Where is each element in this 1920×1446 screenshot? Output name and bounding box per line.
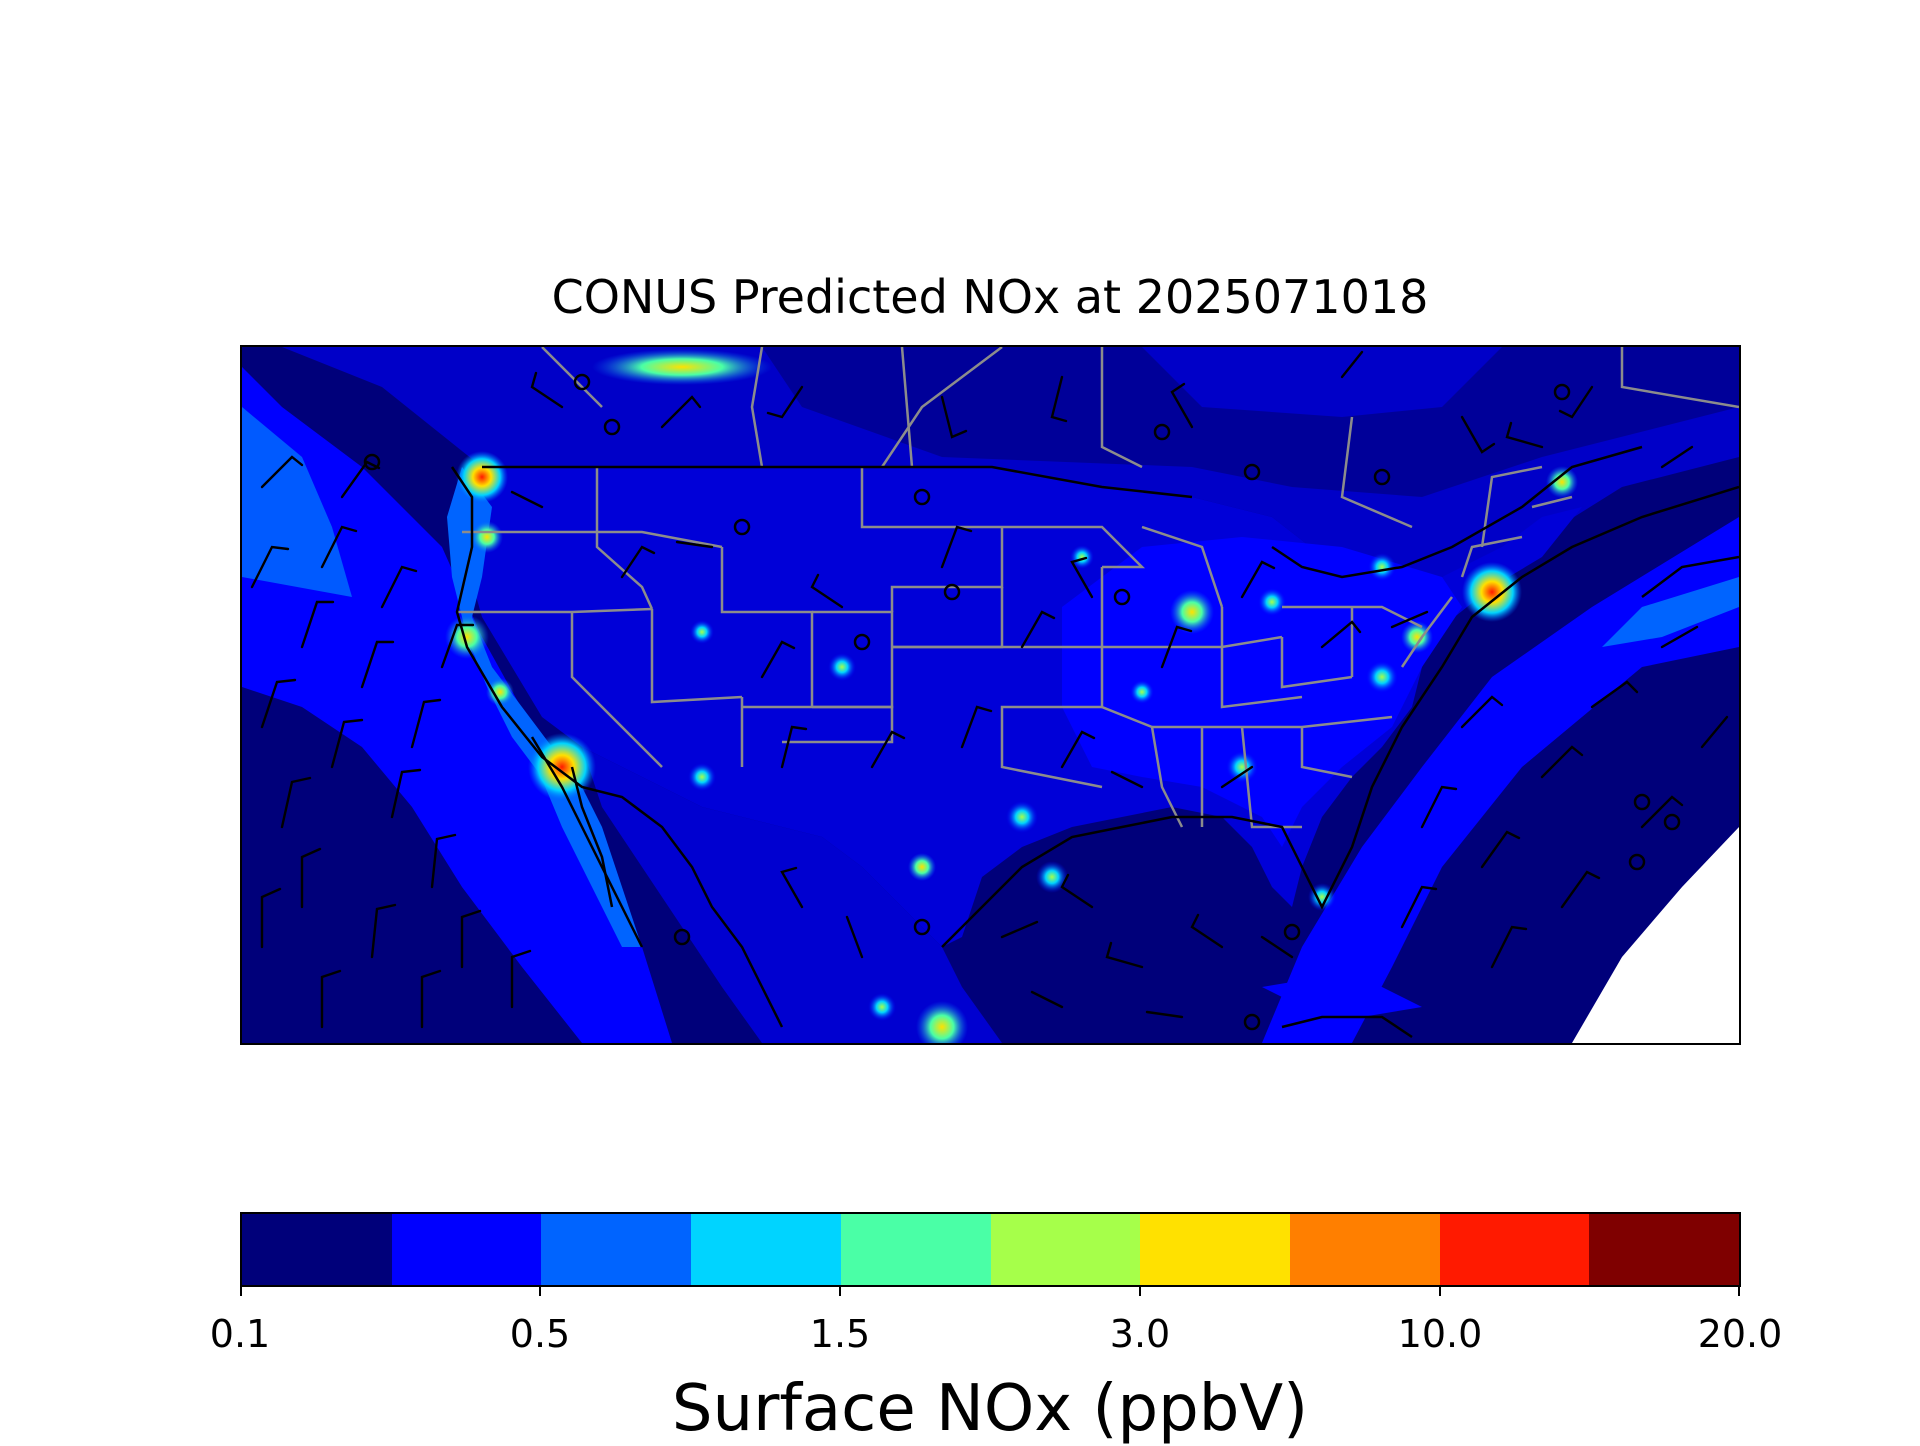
colorbar-tick [1139,1287,1141,1296]
colorbar-segment [840,1214,991,1285]
colorbar-segment [1589,1214,1740,1285]
colorbar-tick-label: 10.0 [1397,1312,1483,1356]
colorbar-tick [1738,1287,1740,1296]
hotspot-dallas [1006,801,1038,833]
colorbar-tick-label: 0.5 [509,1312,571,1356]
colorbar-segment [242,1214,392,1285]
eastern-us-bright [1062,537,1462,847]
colorbar-tick [539,1287,541,1296]
map-panel [240,345,1741,1045]
colorbar-segment [990,1214,1141,1285]
colorbar-segment [1140,1214,1290,1285]
colorbar-segment [541,1214,692,1285]
colorbar-segment [391,1214,542,1285]
cuba-land [1262,977,1422,1017]
calm-markers [363,373,1681,1031]
hotspot-alberta [592,349,772,385]
hotspot-toronto [1368,553,1396,581]
hotspot-mexicocity [916,1001,968,1043]
hotspot-seattle [456,451,508,503]
hotspot-saltlake [690,620,714,644]
colorbar-tick-label: 3.0 [1109,1312,1171,1356]
nox-map [242,347,1739,1043]
hotspot-newyork [1462,562,1522,622]
canada-interior-dark [762,347,1739,497]
atlantic-coastal-band [1602,577,1739,647]
hotspot-denver [828,653,856,681]
colorbar-segment [691,1214,841,1285]
colorbar-tick [839,1287,841,1296]
hotspot-houston [1036,861,1068,893]
hotspot-florida [1308,883,1336,911]
hotspot-guadalajara [868,993,896,1021]
colorbar-label: Surface NOx (ppbV) [671,1372,1309,1446]
pacific-band [242,367,672,1043]
hotspot-stlouis [1130,680,1154,704]
colorbar-tick-label: 1.5 [809,1312,871,1356]
colorbar-tick-label: 0.1 [209,1312,271,1356]
atlantic-band [1262,517,1739,1043]
hotspot-detroit [1258,588,1286,616]
map-title: CONUS Predicted NOx at 2025071018 [551,270,1429,324]
coastlines [450,445,1739,1039]
hotspot-monterrey [908,853,936,881]
hotspot-atlanta [1226,751,1258,783]
hotspot-losangeles [528,733,596,801]
colorbar-tick [1439,1287,1441,1296]
colorbar [240,1212,1741,1296]
colorbar-segment [1289,1214,1440,1285]
colorbar-segment [1439,1214,1590,1285]
hotspot-montreal [1546,466,1578,498]
mexico-land [582,747,1002,1043]
colorbar-tick-label: 20.0 [1697,1312,1783,1356]
hotspot-portland [471,521,503,553]
no-data-region [1572,827,1739,1043]
hotspot-philadelphia [1401,621,1433,653]
hotspot-phoenix [688,763,716,791]
hotspot-chicago [1170,590,1214,634]
colorbar-tick [240,1287,242,1296]
hotspot-minneapolis [1070,545,1094,569]
colorbar-strip [240,1212,1741,1287]
state-borders [457,347,1739,829]
wind-barbs [250,350,1729,1029]
hotspot-fresno [486,678,514,706]
hotspot-dc [1366,661,1398,693]
